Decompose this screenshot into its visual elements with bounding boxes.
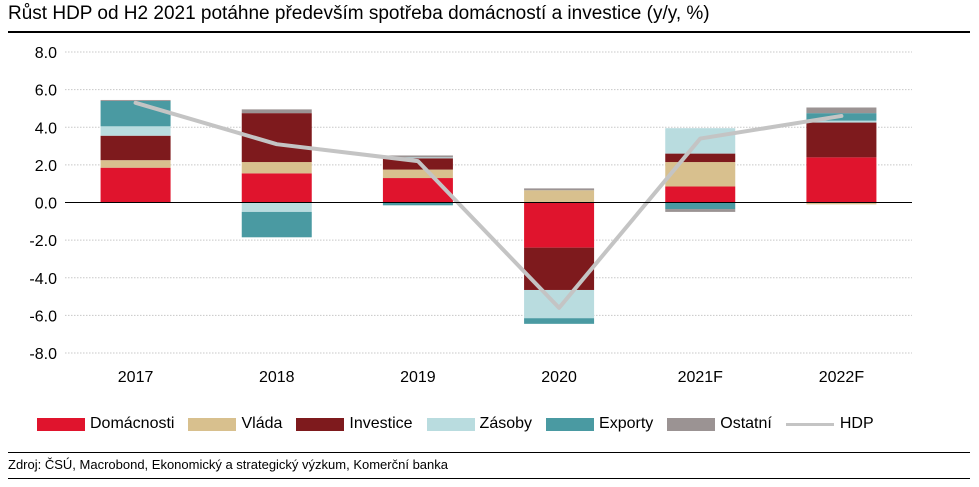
hdp-point [417,160,419,162]
x-tick-label: 2021F [678,369,724,386]
bar-segment [241,211,312,238]
legend-label: Domácnosti [90,415,175,432]
bar-segment [100,135,171,161]
hdp-point [699,138,701,140]
bar-segment [806,107,877,114]
bar-segment [241,173,312,203]
legend-item: Exporty [546,415,653,433]
x-tick-label: 2020 [541,369,577,386]
legend-swatch [188,417,237,431]
legend-label: Investice [349,415,413,432]
bar-segment [524,188,595,191]
bar-segment [524,289,595,319]
hdp-line [133,100,844,310]
x-tick-label: 2022F [819,369,865,386]
bar-segment [806,157,877,203]
bar-segment [241,202,312,212]
legend-label: Exporty [599,415,654,432]
x-tick-label: 2018 [259,369,295,386]
x-tick-label: 2017 [118,369,154,386]
bar-segment [524,202,595,248]
chart-title: Růst HDP od H2 2021 potáhne především sp… [8,3,710,24]
bar-segment [524,190,595,203]
bar-segment [100,160,171,168]
legend-item: Zásoby [426,415,533,433]
source-rule [8,452,970,453]
legend-item: Ostatní [667,415,772,433]
y-tick-label: -4.0 [29,271,57,288]
bar-segment [100,167,171,203]
legend-label: Ostatní [720,415,772,432]
bar-segment [382,169,453,179]
hdp-point [840,115,842,117]
bar-layer [100,99,877,324]
bar-segment [665,202,736,210]
legend-line-swatch [785,422,834,426]
bottom-rule [8,478,970,479]
axis-layer: 8.0 6.0 4.0 2.0 0.0 -2.0 -4.0 -6.0 -8.0 2017 2018 2… [29,45,912,386]
y-tick-label: -2.0 [29,233,57,250]
y-tick-label: -6.0 [29,308,57,325]
y-tick-label: 2.0 [35,158,57,175]
legend-swatch [426,417,475,431]
bar-segment [806,202,877,205]
y-tick-label: 4.0 [35,120,57,137]
bar-segment [382,178,453,203]
y-tick-label: 8.0 [35,45,57,62]
legend-item: Vláda [188,415,282,433]
line-layer [133,100,844,310]
bar-segment [524,318,595,324]
bar-segment [665,186,736,203]
legend-swatch [667,417,716,431]
bar-segment [100,99,171,101]
legend-item: Investice [296,415,413,433]
chart-legend: Domácnosti Vláda Investice Zásoby Exporty Ost… [37,413,888,435]
bar-segment [382,202,453,206]
bar-segment [241,162,312,174]
legend-swatch [296,417,345,431]
bar-segment [806,122,877,158]
bar-segment [382,155,453,158]
legend-swatch [37,417,85,431]
legend-label: HDP [839,415,874,432]
legend-swatch [546,417,595,431]
legend-item: Domácnosti [37,415,174,433]
y-tick-label: 6.0 [35,83,57,100]
y-tick-label: -8.0 [29,346,57,363]
legend-label: Zásoby [479,415,533,432]
bar-segment [100,100,171,127]
source-note: Zdroj: ČSÚ, Macrobond, Ekonomický a stra… [8,457,448,472]
bar-segment [100,126,171,136]
hdp-point [558,307,560,309]
legend-label: Vláda [241,415,283,432]
bar-segment [665,153,736,163]
x-tick-label: 2019 [400,369,436,386]
title-underline [8,31,970,33]
bar-segment [382,157,453,159]
legend-item: HDP [785,415,874,433]
hdp-point [135,102,137,104]
hdp-point [276,143,278,145]
bar-segment [806,120,877,123]
y-tick-label: 0.0 [35,196,57,213]
bar-segment [665,209,736,212]
bar-segment [241,109,312,114]
